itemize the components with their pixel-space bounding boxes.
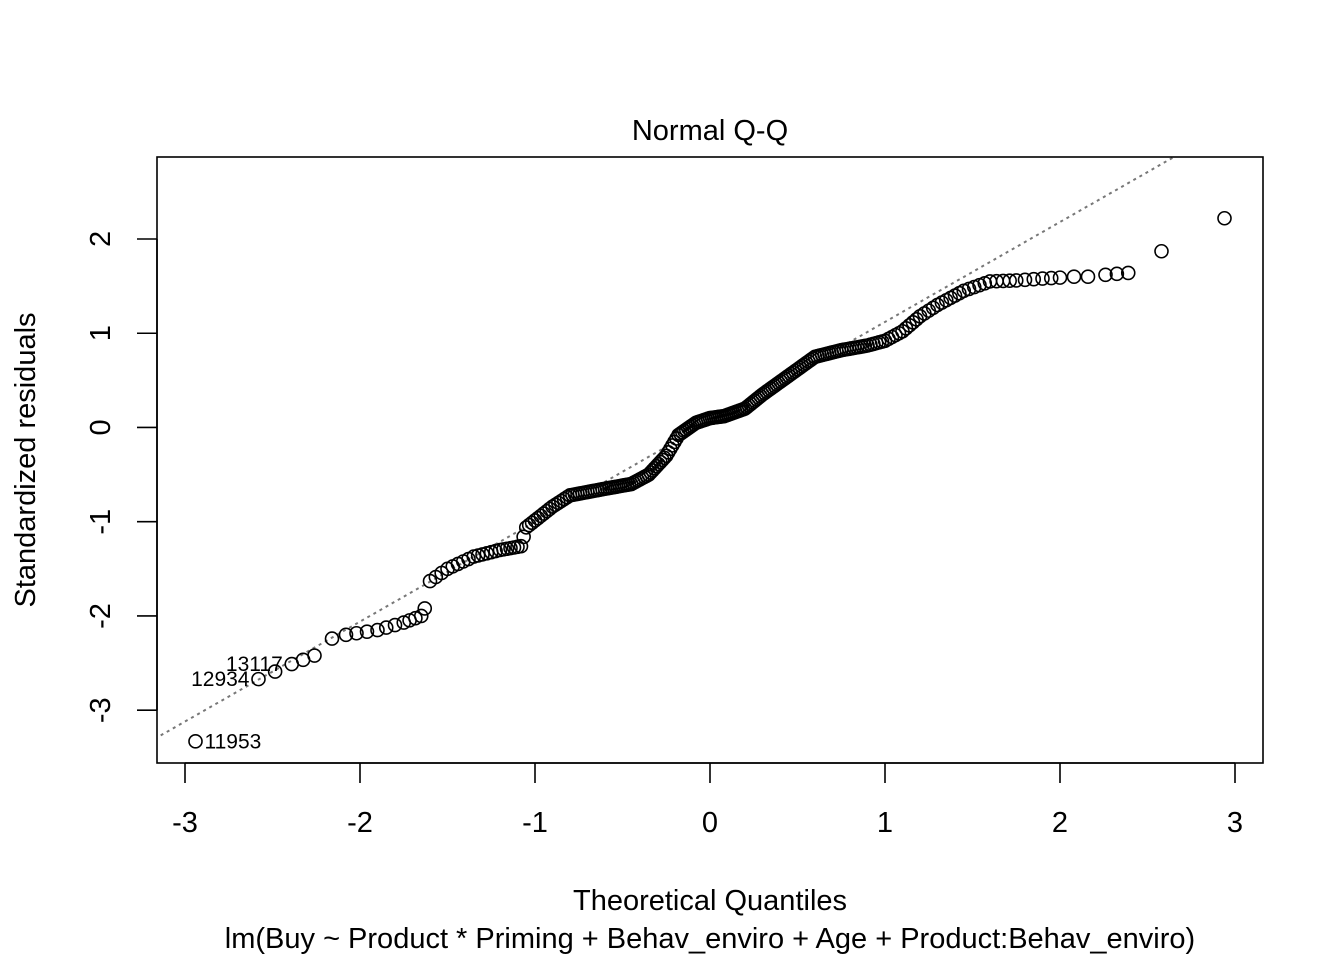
residual-point [251,671,266,687]
residual-point [338,627,354,643]
plot-region [157,157,1232,749]
residual-point [1035,271,1050,286]
residual-point [1066,269,1082,284]
y-tick-label: -3 [85,697,117,723]
residual-point [1154,243,1169,259]
residual-point [378,620,394,635]
x-axis-label: Theoretical Quantiles [573,885,847,917]
residual-point [359,624,375,639]
x-tick-label: 0 [702,807,718,839]
y-tick-label: 1 [85,325,117,341]
y-axis-label: Standardized residuals [10,312,42,607]
residual-point [1002,273,1017,289]
residual-point [387,617,403,633]
residual-point [1217,210,1232,226]
residual-point [307,648,322,663]
chart-title: Normal Q-Q [632,115,788,147]
residual-point [349,625,364,641]
residual-point [1026,271,1042,287]
residual-point [1052,270,1068,285]
residual-point [324,631,340,646]
x-tick-label: -3 [172,807,198,839]
residual-point [413,608,429,624]
x-axis: -3 -2 -1 0 1 2 3 [172,762,1243,839]
plot-frame [156,156,1264,764]
residual-point [267,664,283,679]
residual-point [1008,273,1024,288]
x-tick-label: -2 [347,807,373,839]
residual-point [370,622,385,638]
x-tick-label: 1 [877,807,893,839]
outlier-label: 11953 [205,730,262,753]
points-layer [188,210,1232,749]
chart-subtitle: lm(Buy ~ Product * Priming + Behav_envir… [225,923,1195,955]
y-tick-label: -2 [85,603,117,629]
y-axis: -3 -2 -1 0 1 2 [85,231,158,723]
residual-point [1109,266,1125,282]
x-tick-label: 3 [1227,807,1243,839]
outlier-label: 13117 [226,653,283,676]
residual-point [1017,272,1033,288]
residual-point [516,529,531,545]
residual-point [417,601,433,616]
y-tick-label: 2 [85,231,117,247]
y-tick-label: 0 [85,419,117,435]
residual-point [1080,269,1096,284]
y-tick-label: -1 [85,509,117,535]
x-tick-label: -1 [522,807,548,839]
residual-point [1098,267,1113,283]
residual-point [188,734,203,749]
outlier-label: 12934 [191,668,250,691]
residual-point [1120,265,1136,281]
residual-point [1043,270,1059,286]
x-tick-label: 2 [1052,807,1068,839]
residual-point [513,538,529,554]
